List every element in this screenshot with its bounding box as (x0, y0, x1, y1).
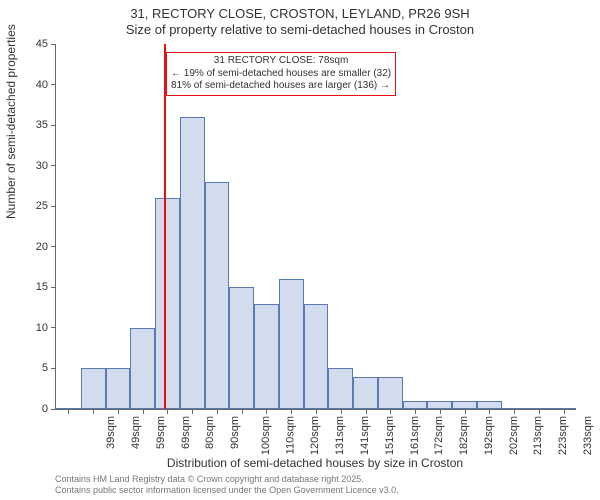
x-tick-label: 120sqm (310, 416, 322, 455)
reference-line (164, 44, 166, 409)
x-tick-label: 110sqm (284, 416, 296, 454)
x-tick-mark (564, 409, 565, 414)
x-tick-mark (93, 409, 94, 414)
histogram-bar (155, 198, 180, 409)
attribution-text: Contains HM Land Registry data © Crown c… (55, 474, 399, 496)
x-tick-label: 182sqm (458, 416, 470, 455)
y-tick-mark (51, 125, 56, 126)
x-tick-label: 213sqm (532, 416, 544, 455)
x-tick-label: 192sqm (483, 416, 495, 455)
x-tick-mark (316, 409, 317, 414)
histogram-bar (180, 117, 205, 409)
histogram-bar (353, 377, 378, 409)
x-tick-label: 151sqm (384, 416, 396, 455)
x-tick-mark (514, 409, 515, 414)
y-tick-label: 40 (18, 79, 48, 91)
histogram-bar (477, 401, 502, 409)
x-tick-mark (68, 409, 69, 414)
x-tick-mark (242, 409, 243, 414)
x-tick-mark (217, 409, 218, 414)
histogram-bar (130, 328, 155, 409)
y-tick-label: 15 (18, 281, 48, 293)
y-tick-label: 10 (18, 322, 48, 334)
histogram-bar (279, 279, 304, 409)
x-tick-mark (489, 409, 490, 414)
y-tick-label: 30 (18, 160, 48, 172)
x-tick-label: 100sqm (260, 416, 272, 455)
x-tick-mark (341, 409, 342, 414)
chart-title-desc: Size of property relative to semi-detach… (0, 22, 600, 37)
x-tick-label: 233sqm (582, 416, 594, 455)
x-tick-mark (390, 409, 391, 414)
histogram-bar (304, 304, 329, 409)
annotation-line: 81% of semi-detached houses are larger (… (171, 80, 391, 93)
annotation-line: ← 19% of semi-detached houses are smalle… (171, 68, 391, 81)
histogram-bar (378, 377, 403, 409)
x-tick-mark (143, 409, 144, 414)
chart-title-address: 31, RECTORY CLOSE, CROSTON, LEYLAND, PR2… (0, 6, 600, 21)
x-tick-mark (291, 409, 292, 414)
y-tick-mark (51, 327, 56, 328)
histogram-bar (427, 401, 452, 409)
y-tick-label: 25 (18, 200, 48, 212)
x-tick-mark (440, 409, 441, 414)
x-tick-label: 172sqm (433, 416, 445, 455)
x-tick-label: 131sqm (334, 416, 346, 455)
attribution-line: Contains HM Land Registry data © Crown c… (55, 474, 399, 485)
histogram-bar (205, 182, 230, 409)
y-tick-mark (51, 206, 56, 207)
x-tick-label: 59sqm (155, 416, 167, 449)
x-tick-label: 80sqm (204, 416, 216, 449)
y-tick-label: 20 (18, 241, 48, 253)
histogram-bar (229, 287, 254, 409)
annotation-line: 31 RECTORY CLOSE: 78sqm (171, 55, 391, 68)
y-tick-mark (51, 84, 56, 85)
x-tick-mark (539, 409, 540, 414)
y-tick-mark (51, 287, 56, 288)
x-tick-label: 202sqm (508, 416, 520, 455)
y-tick-label: 45 (18, 38, 48, 50)
histogram-bar (81, 368, 106, 409)
annotation-box: 31 RECTORY CLOSE: 78sqm← 19% of semi-det… (166, 52, 396, 96)
x-tick-mark (118, 409, 119, 414)
x-tick-label: 90sqm (229, 416, 241, 449)
y-tick-mark (51, 368, 56, 369)
y-axis-label: Number of semi-detached properties (4, 24, 18, 219)
x-tick-label: 161sqm (409, 416, 421, 455)
x-tick-label: 39sqm (105, 416, 117, 449)
x-tick-label: 141sqm (359, 416, 371, 455)
y-tick-label: 5 (18, 362, 48, 374)
plot-area: 05101520253035404539sqm49sqm59sqm69sqm80… (55, 44, 576, 410)
x-tick-mark (465, 409, 466, 414)
histogram-bar (328, 368, 353, 409)
x-tick-mark (266, 409, 267, 414)
x-tick-label: 69sqm (180, 416, 192, 449)
x-tick-mark (192, 409, 193, 414)
y-tick-mark (51, 44, 56, 45)
y-tick-label: 35 (18, 119, 48, 131)
histogram-bar (254, 304, 279, 409)
histogram-bar (452, 401, 477, 409)
histogram-bar (403, 401, 428, 409)
x-tick-mark (415, 409, 416, 414)
histogram-bar (106, 368, 131, 409)
x-tick-mark (366, 409, 367, 414)
attribution-line: Contains public sector information licen… (55, 485, 399, 496)
x-axis-label: Distribution of semi-detached houses by … (55, 456, 575, 470)
chart-container: 31, RECTORY CLOSE, CROSTON, LEYLAND, PR2… (0, 0, 600, 500)
y-tick-mark (51, 165, 56, 166)
x-tick-label: 49sqm (130, 416, 142, 449)
y-tick-mark (51, 246, 56, 247)
x-tick-label: 223sqm (557, 416, 569, 455)
x-tick-mark (167, 409, 168, 414)
y-tick-label: 0 (18, 403, 48, 415)
